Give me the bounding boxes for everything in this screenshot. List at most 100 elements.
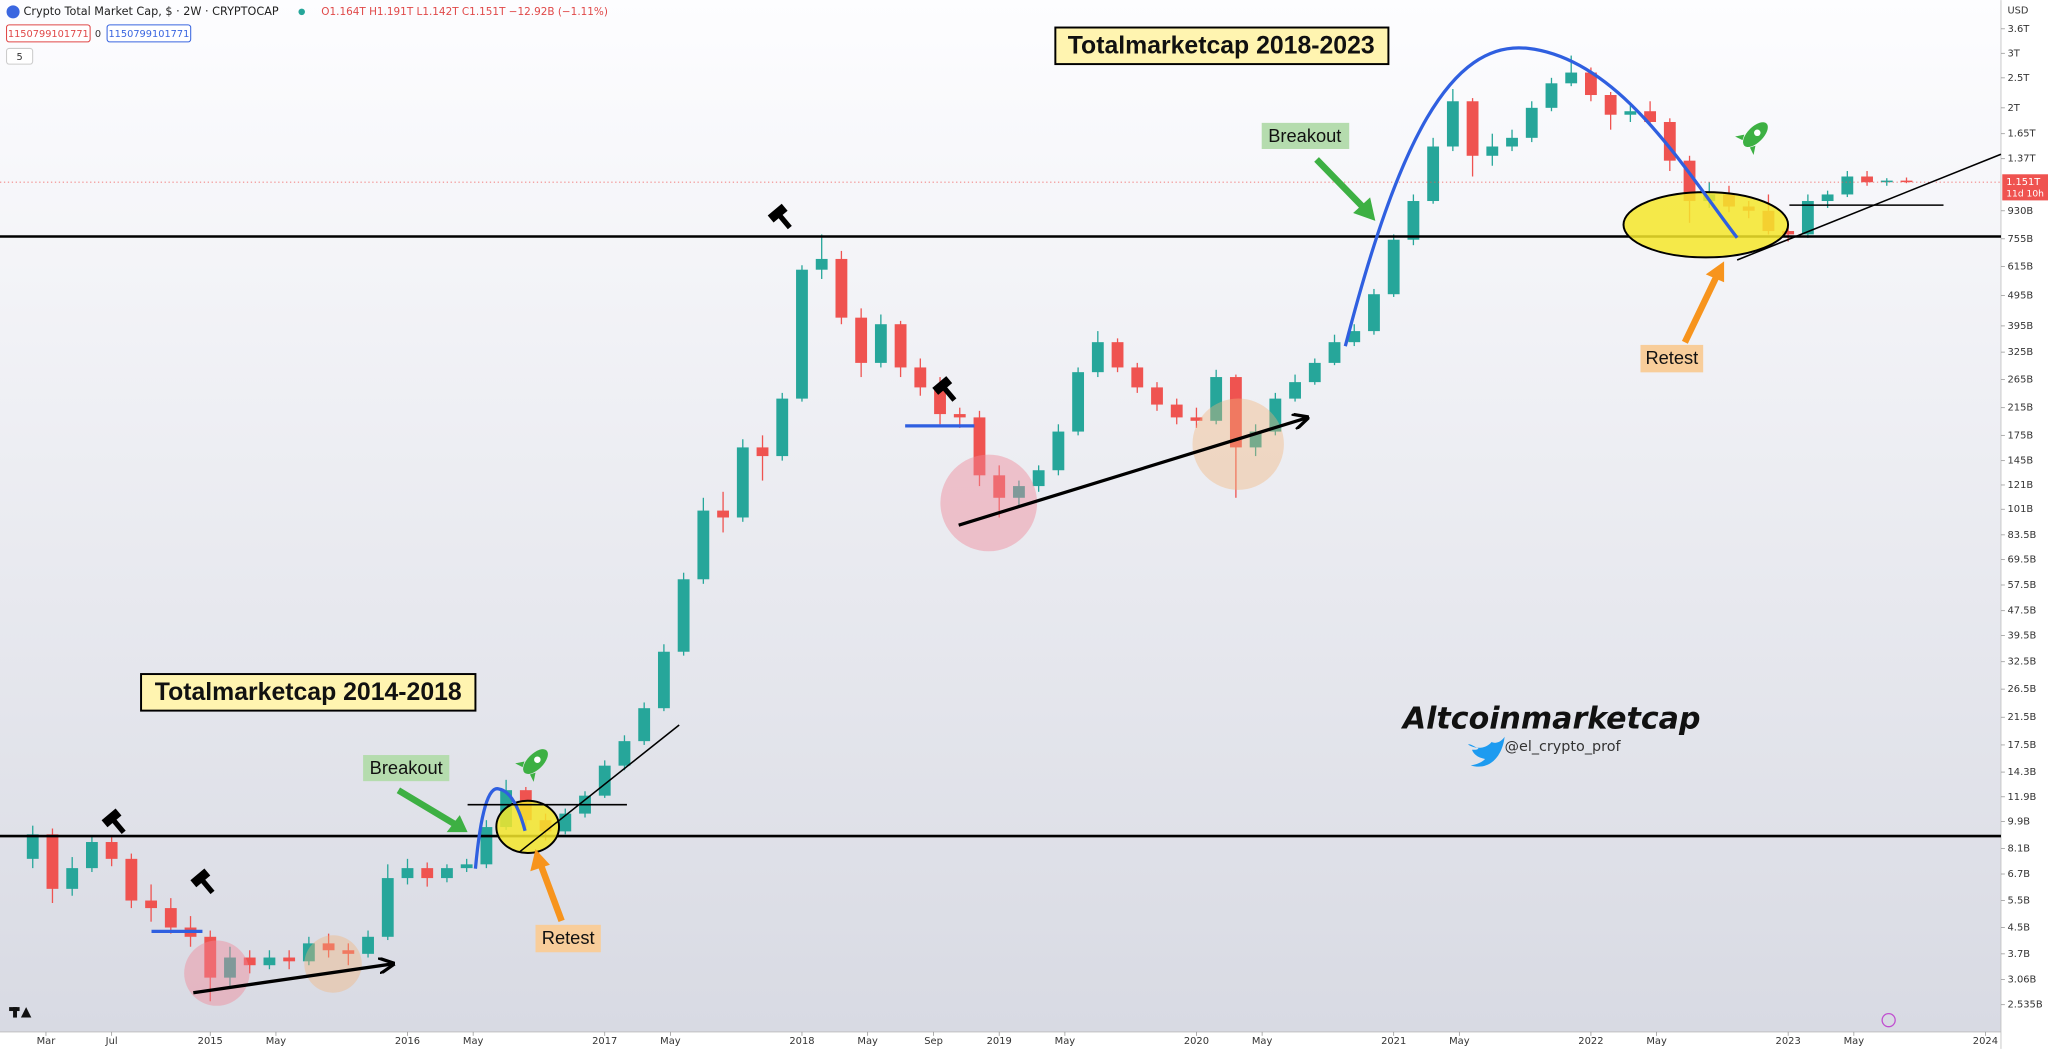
candle-body [1269, 398, 1282, 432]
sell-box[interactable] [6, 24, 91, 43]
y-tick-label: 83.5B [2008, 530, 2037, 541]
candle-body [657, 651, 670, 709]
y-tick-label: 325B [2008, 347, 2034, 358]
y-tick-label: 11.9B [2008, 792, 2037, 803]
candle-body [1328, 342, 1341, 363]
trend-arrow [193, 964, 392, 995]
candle-body [145, 900, 158, 909]
candle-body [1013, 486, 1025, 498]
candle-body [1644, 111, 1657, 122]
y-tick-label: 1.65T [2008, 129, 2037, 140]
candle-body [914, 367, 927, 388]
candle-body [993, 475, 1006, 498]
x-tick-label: May [1646, 1036, 1667, 1047]
candle-body [1801, 201, 1814, 235]
candle-body [1091, 342, 1104, 373]
candle-body [1782, 231, 1795, 235]
candle-body [796, 269, 808, 399]
candle-body [1585, 72, 1597, 96]
hammer-icon [767, 203, 792, 230]
x-tick-label: May [1844, 1036, 1865, 1047]
alert-icon[interactable] [1881, 1012, 1896, 1028]
candle-body [559, 813, 572, 832]
axes: 3.6T 3T 2.5T 2T 1.65T 1.37T 930B 755B 615B 495B 39… [0, 24, 2048, 1047]
indicator-toggle[interactable] [6, 47, 34, 65]
y-tick-label: 215B [2008, 403, 2034, 414]
candle-body [1663, 121, 1676, 161]
candle-body [1229, 377, 1242, 448]
x-tick-label: 2015 [198, 1036, 223, 1047]
candle-body [342, 950, 355, 954]
candle-body [460, 864, 473, 869]
y-tick-label: 1.37T [2008, 154, 2037, 165]
candle-body [835, 258, 848, 318]
y-tick-label: 3.6T [2008, 24, 2031, 35]
candle-body [1624, 111, 1637, 115]
buy-price: 1150799101771 [108, 29, 189, 40]
indicator-count: 5 [16, 52, 22, 63]
breakout-label: Breakout [370, 757, 443, 778]
x-tick-label: May [1449, 1036, 1470, 1047]
candle-body [717, 510, 729, 518]
candle-body [1604, 95, 1617, 115]
buy-box[interactable] [106, 24, 192, 43]
tradingview-logo [9, 1007, 32, 1018]
countdown: 11d 10h [2006, 189, 2044, 199]
x-tick-label: 2023 [1776, 1036, 1801, 1047]
y-tick-label: 17.5B [2008, 740, 2037, 751]
candle-body [362, 936, 374, 954]
y-tick-label: 3.7B [2008, 949, 2031, 960]
candle-body [1131, 367, 1144, 388]
y-tick-label: 6.7B [2008, 869, 2031, 880]
candle-body [1249, 431, 1262, 448]
candle-body [105, 842, 118, 859]
candle-body [224, 957, 236, 978]
y-tick-label: 14.3B [2008, 767, 2037, 778]
candle-body [46, 834, 59, 889]
y-tick-label: 755B [2008, 234, 2034, 245]
drawings: Totalmarketcap 2018-2023 Totalmarketcap … [0, 26, 2002, 1006]
highlight-circle [304, 935, 362, 993]
candle-body [638, 708, 651, 742]
candle-body [1111, 342, 1124, 368]
candle-body [934, 387, 946, 415]
x-tick-label: Sep [924, 1036, 943, 1047]
candle-body [1880, 180, 1893, 183]
x-tick-label: 2018 [789, 1036, 814, 1047]
candle-body [243, 957, 256, 966]
x-tick-label: May [1055, 1036, 1076, 1047]
x-tick-label: 2022 [1578, 1036, 1603, 1047]
y-tick-label: 4.5B [2008, 923, 2031, 934]
candle-body [894, 324, 907, 368]
candle-body [302, 943, 315, 962]
candle-body [1821, 194, 1834, 202]
hammer-icon [190, 868, 215, 895]
candle-body [1368, 294, 1380, 332]
sell-price: 1150799101771 [8, 29, 89, 40]
highlight-circle [940, 454, 1038, 552]
x-tick-label: May [266, 1036, 287, 1047]
retest-arrow [1681, 275, 1720, 344]
candle-body [1170, 404, 1183, 418]
x-tick-label: 2021 [1381, 1036, 1406, 1047]
candle-body [401, 868, 414, 879]
candle-body [1190, 417, 1203, 421]
arc [473, 787, 527, 869]
y-tick-label: 615B [2008, 261, 2034, 272]
candle-body [1308, 362, 1321, 383]
price-tag [2002, 174, 2048, 201]
candle-body [1446, 101, 1459, 147]
candle-body [855, 317, 868, 363]
candle-body [322, 943, 335, 951]
title-box [140, 673, 477, 712]
label-box [1640, 344, 1704, 373]
spread: 0 [95, 29, 101, 40]
price-tag-label: 1.151T [2006, 177, 2040, 188]
y-tick-label: 26.5B [2008, 684, 2037, 695]
candle-body [125, 858, 138, 901]
title-box [1054, 26, 1390, 66]
y-tick-label: 3T [2008, 48, 2021, 59]
x-tick-label: May [660, 1036, 681, 1047]
candle-body [1387, 239, 1400, 295]
